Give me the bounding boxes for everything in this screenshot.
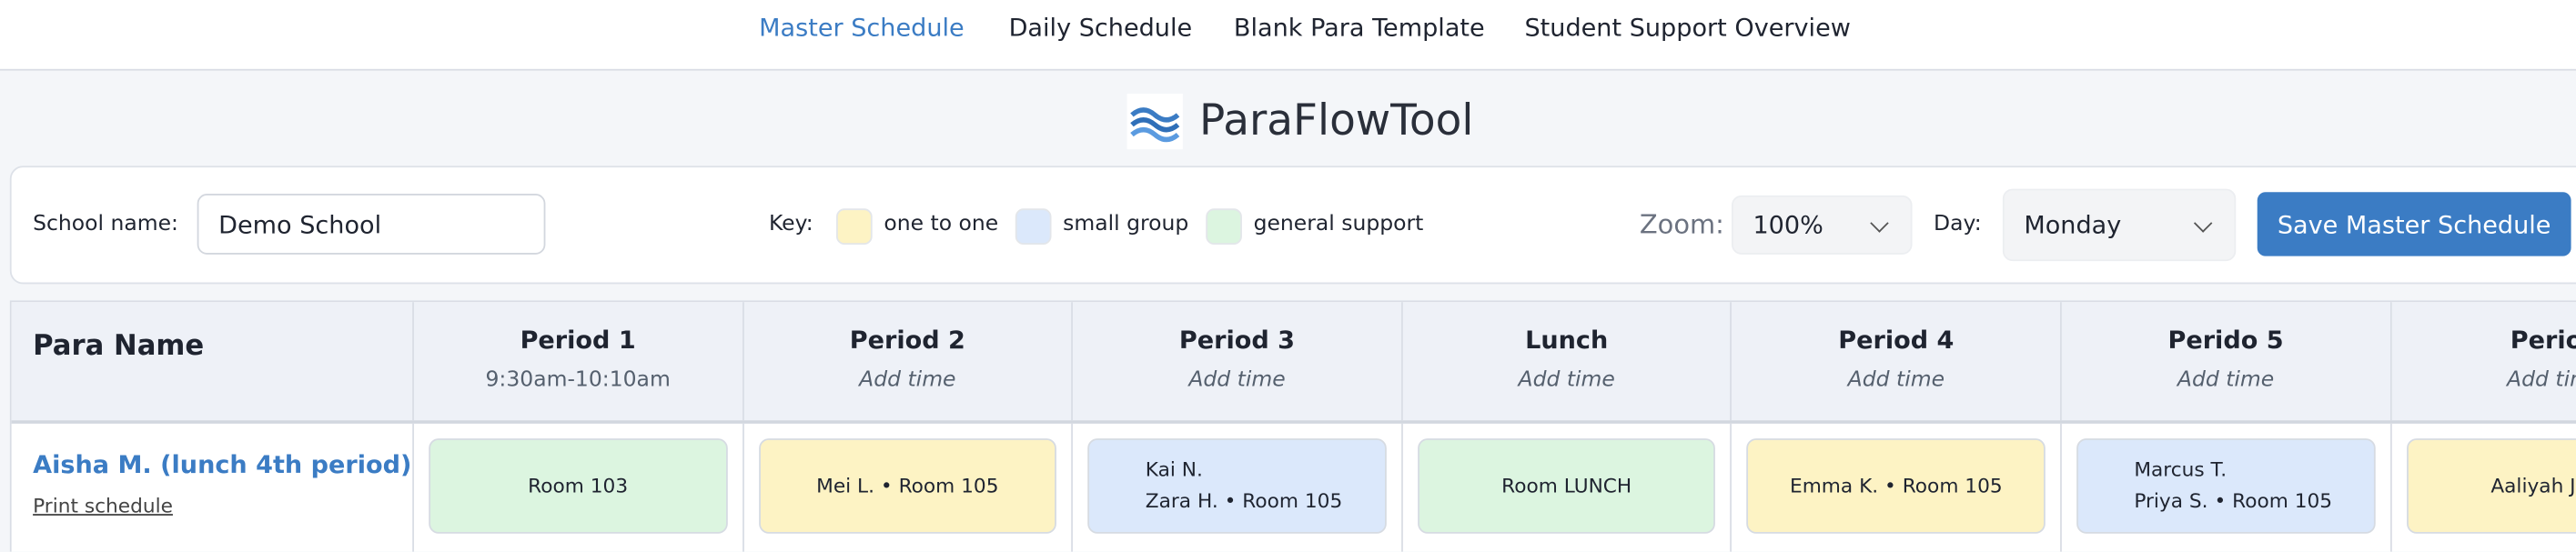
assignment-line: Zara H. • Room 105: [1145, 489, 1343, 513]
zoom-label: Zoom:: [1639, 208, 1724, 240]
period-time: 9:30am-10:10am: [485, 367, 671, 393]
period-header: Period 3 Add time: [1073, 302, 1403, 421]
assignment-card[interactable]: Room 103: [429, 438, 728, 534]
schedule-cell: Room LUNCH: [1403, 423, 1732, 552]
key-label: small group: [1063, 211, 1189, 236]
key-swatch: [835, 208, 873, 246]
nav-bar: Master Schedule Daily Schedule Blank Para …: [0, 0, 2576, 71]
period-header: Period Add time: [2391, 302, 2576, 421]
schedule-table: Para Name Period 1 9:30am-10:10am Period 2 A…: [9, 300, 2576, 552]
print-link[interactable]: Print schedule: [33, 494, 173, 517]
assignment-line: Aaliyah J. • R: [2490, 473, 2576, 497]
period-time[interactable]: Add time: [1518, 367, 1615, 393]
key-label: one to one: [884, 211, 999, 236]
para-cell: Aisha M. (lunch 4th period) Print schedul…: [12, 423, 414, 552]
day-label: Day:: [1934, 211, 1982, 236]
period-name: Period 3: [1178, 325, 1296, 355]
period-time[interactable]: Add time: [1847, 367, 1945, 393]
school-input[interactable]: Demo School: [197, 194, 546, 255]
assignment-card[interactable]: Kai N. Zara H. • Room 105: [1087, 438, 1387, 534]
schedule-cell: Kai N. Zara H. • Room 105: [1073, 423, 1403, 552]
period-time[interactable]: Add time: [1188, 367, 1286, 393]
key-label: Key:: [768, 211, 813, 236]
para-name-header: Para Name: [33, 329, 205, 364]
schedule-cell: Room 103: [414, 423, 744, 552]
period-name: Lunch: [1525, 325, 1609, 355]
para-name[interactable]: Aisha M. (lunch 4th period): [33, 449, 412, 480]
logo: [1126, 93, 1183, 150]
nav-link[interactable]: Blank Para Template: [1233, 13, 1485, 43]
assignment-card[interactable]: Aaliyah J. • R: [2406, 438, 2576, 534]
key-swatch: [1206, 208, 1242, 246]
period-header: Lunch Add time: [1402, 302, 1732, 421]
brand: ParaFlowTool: [1126, 92, 1474, 151]
key-label: general support: [1253, 211, 1424, 236]
period-name: Period: [2510, 325, 2576, 355]
header-cell: Para Name: [11, 302, 414, 421]
period-name: Period 2: [849, 325, 965, 355]
brand-name: ParaFlowTool: [1199, 96, 1474, 146]
schedule-cell: Marcus T. Priya S. • Room 105: [2062, 423, 2392, 552]
toolbar: School name: Demo School Key: one to one sma…: [9, 166, 2576, 285]
zoom-select[interactable]: 100%: [1731, 195, 1913, 255]
assignment-line: Room 103: [528, 473, 629, 497]
period-time[interactable]: Add time: [2177, 367, 2275, 393]
header-divider: [11, 420, 2576, 424]
schedule-cell: Mei L. • Room 105: [743, 423, 1074, 552]
schedule-cell: Emma K. • Room 105: [1732, 423, 2062, 552]
assignment-card[interactable]: Marcus T. Priya S. • Room 105: [2076, 438, 2375, 534]
assignment-card[interactable]: Mei L. • Room 105: [758, 438, 1057, 534]
period-header: Period 4 Add time: [1732, 302, 2062, 421]
assignment-card[interactable]: Room LUNCH: [1417, 438, 1716, 534]
nav-link[interactable]: Daily Schedule: [1008, 13, 1193, 43]
assignment-line: Room LUNCH: [1501, 473, 1632, 497]
period-name: Period 4: [1838, 325, 1955, 355]
assignment-line: Kai N.: [1145, 457, 1203, 482]
assignment-line: Emma K. • Room 105: [1790, 473, 2003, 497]
save-button[interactable]: Save Master Schedule: [2257, 192, 2571, 256]
assignment-line: Mei L. • Room 105: [816, 473, 999, 497]
period-header: Perido 5 Add time: [2061, 302, 2392, 421]
period-header: Period 2 Add time: [743, 302, 1074, 421]
nav-link[interactable]: Student Support Overview: [1524, 13, 1851, 43]
period-time[interactable]: Add time: [2507, 367, 2576, 393]
school-label: School name:: [33, 211, 178, 236]
nav-link[interactable]: Master Schedule: [759, 13, 965, 43]
period-time[interactable]: Add time: [859, 367, 956, 393]
assignment-line: Marcus T.: [2134, 457, 2227, 482]
key-swatch: [1015, 208, 1052, 246]
day-select[interactable]: Monday: [2002, 188, 2237, 262]
assignment-line: Priya S. • Room 105: [2134, 489, 2333, 513]
schedule-cell: Aaliyah J. • R: [2391, 424, 2576, 552]
period-name: Perido 5: [2167, 325, 2284, 355]
period-header: Period 1 9:30am-10:10am: [413, 302, 744, 421]
assignment-card[interactable]: Emma K. • Room 105: [1746, 438, 2046, 534]
period-name: Period 1: [520, 325, 636, 355]
